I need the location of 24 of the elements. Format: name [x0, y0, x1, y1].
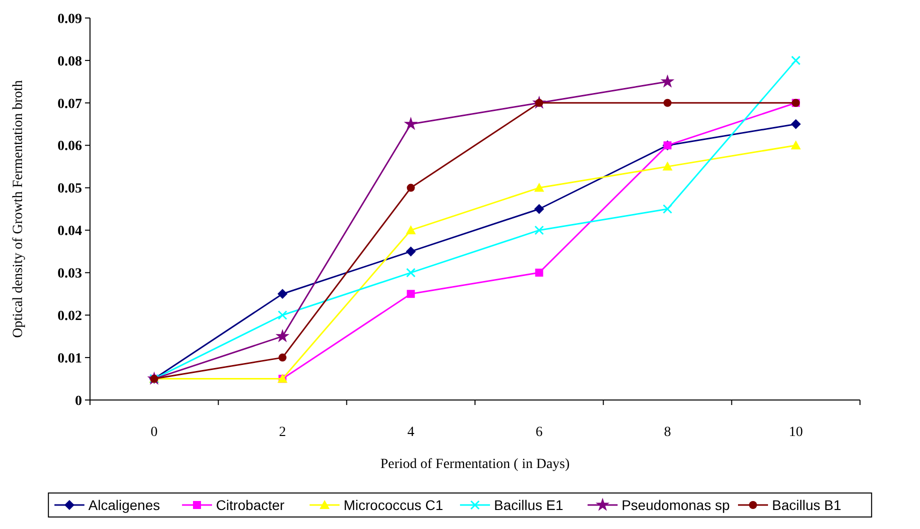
- y-tick-label: 0.07: [58, 96, 82, 112]
- y-tick-label: 0.08: [58, 54, 82, 70]
- y-tick-label: 0.06: [58, 139, 82, 154]
- y-tick-label: 0.03: [58, 266, 82, 282]
- legend-label: Bacillus B1: [772, 496, 842, 513]
- x-tick-label: 10: [788, 425, 803, 440]
- legend-label: Bacillus E1: [494, 496, 564, 513]
- y-tick-label: 0.02: [58, 309, 82, 324]
- x-tick-label: 4: [407, 425, 414, 440]
- y-tick-label: 0.04: [58, 224, 82, 240]
- x-tick-label: 0: [150, 425, 158, 440]
- y-tick-label: 0.09: [58, 12, 82, 27]
- y-tick-label: 0.01: [58, 351, 82, 366]
- y-tick-label: 0.05: [58, 182, 82, 197]
- x-tick-label: 2: [279, 425, 286, 440]
- legend-label: Micrococcus C1: [344, 496, 444, 513]
- x-tick-label: 8: [664, 425, 671, 440]
- y-axis-title: Optical density of Growth Fermentation broth: [11, 80, 26, 338]
- legend-label: Alcaligenes: [88, 496, 160, 513]
- legend-label: Citrobacter: [216, 496, 285, 513]
- x-axis-title: Period of Fermentation ( in Days): [380, 457, 570, 472]
- y-tick-label: 0: [75, 394, 82, 409]
- x-tick-label: 6: [536, 425, 543, 440]
- legend-label: Pseudomonas sp: [622, 496, 730, 513]
